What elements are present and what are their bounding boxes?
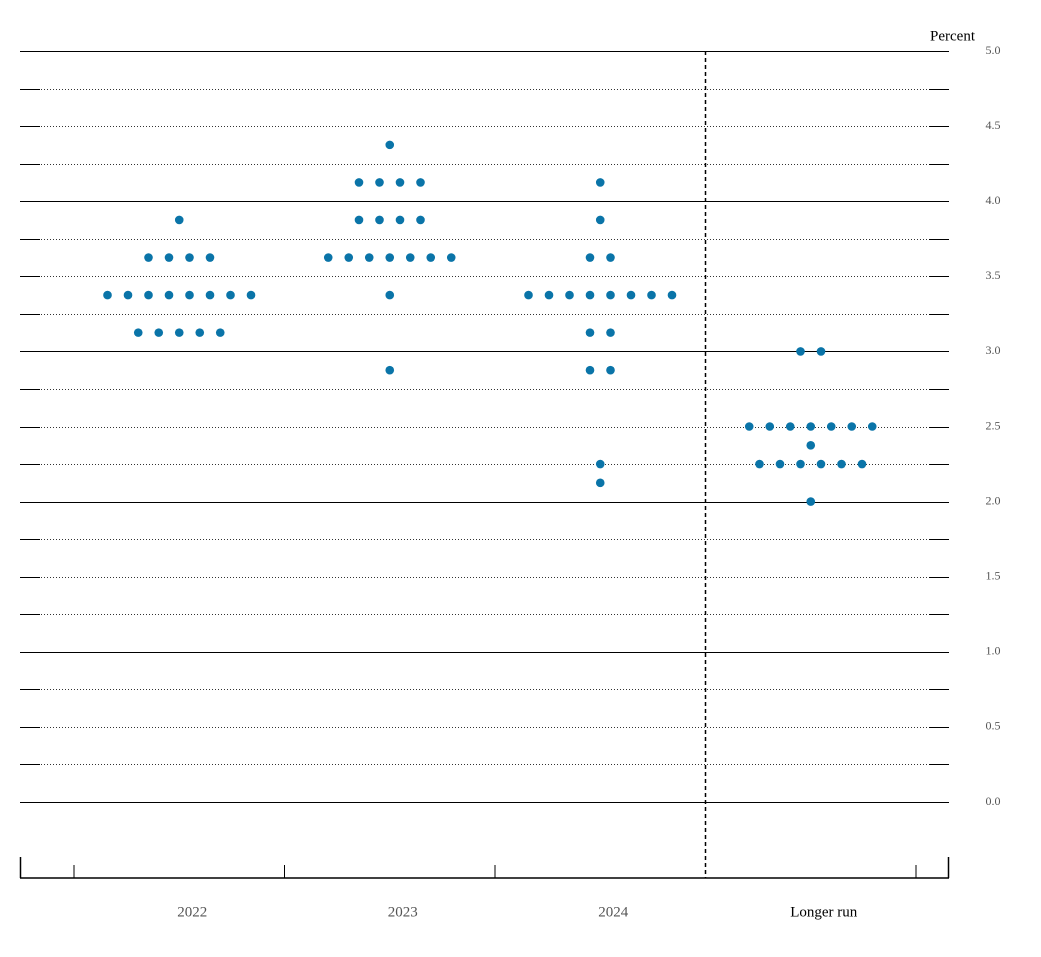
dot [154, 328, 164, 337]
dot [647, 290, 656, 300]
x-tick-label: 2023 [388, 904, 418, 920]
dot [755, 459, 764, 469]
y-tick-label: 4.0 [986, 193, 1001, 207]
y-tick-label: 0.0 [986, 794, 1001, 808]
dot [133, 328, 143, 337]
dot [164, 253, 174, 262]
y-tick-label: 1.5 [986, 568, 1001, 582]
dot [385, 253, 395, 262]
dot [395, 178, 405, 187]
dot [585, 365, 595, 375]
dot [395, 215, 405, 225]
dot [585, 290, 595, 300]
dot [385, 140, 395, 150]
y-tick-label: 3.5 [986, 268, 1001, 282]
dot [195, 328, 205, 337]
dot [385, 365, 395, 375]
x-tick-label: Longer run [790, 904, 858, 920]
dot [744, 422, 754, 431]
dot [765, 422, 775, 431]
dot [667, 290, 677, 300]
dot [595, 459, 605, 469]
dot [205, 290, 215, 300]
dot [416, 178, 425, 187]
dot [385, 290, 395, 300]
dot [565, 290, 574, 300]
dot [837, 459, 846, 469]
dot [103, 290, 112, 300]
dot [595, 215, 605, 225]
y-tick-label: 1.0 [986, 644, 1001, 658]
dot [524, 290, 533, 300]
dot [344, 253, 354, 262]
dot [775, 459, 785, 469]
x-tick-label: 2022 [177, 904, 207, 920]
y-tick-label: 2.5 [986, 418, 1001, 432]
dot [144, 253, 153, 262]
dot [826, 422, 836, 431]
dot [226, 290, 235, 300]
y-tick-label: 0.5 [986, 719, 1001, 733]
x-tick-label: 2024 [598, 904, 629, 920]
dot [185, 290, 194, 300]
dot [164, 290, 174, 300]
dot [626, 290, 636, 300]
dot [785, 422, 795, 431]
dot [144, 290, 153, 300]
dot [375, 178, 384, 187]
dot [806, 497, 816, 506]
y-tick-label: 5.0 [986, 43, 1001, 57]
dot [816, 347, 826, 356]
dot [606, 253, 615, 262]
dot [323, 253, 333, 262]
dot [416, 215, 425, 225]
dot [246, 290, 256, 300]
dot [867, 422, 877, 431]
dot [606, 328, 615, 337]
dot [816, 459, 826, 469]
dot [364, 253, 374, 262]
dot [185, 253, 194, 262]
y-axis-label: Percent [930, 28, 976, 44]
dot [426, 253, 436, 262]
dot [806, 422, 816, 431]
dot [857, 459, 867, 469]
dot [174, 215, 184, 225]
dot [375, 215, 384, 225]
dot [405, 253, 415, 262]
dot [606, 365, 615, 375]
dot [174, 328, 184, 337]
y-tick-label: 4.5 [986, 118, 1001, 132]
dot [796, 459, 805, 469]
dot [595, 178, 605, 187]
dot [606, 290, 615, 300]
dot [446, 253, 456, 262]
dot [585, 328, 595, 337]
dot [544, 290, 554, 300]
dot [215, 328, 225, 337]
dot [585, 253, 595, 262]
dot [354, 215, 364, 225]
dot [354, 178, 364, 187]
dot [796, 347, 805, 356]
dot [123, 290, 133, 300]
dot [205, 253, 215, 262]
y-tick-label: 3.0 [986, 343, 1001, 357]
dot [806, 440, 816, 450]
dot [847, 422, 857, 431]
dot [595, 478, 605, 488]
y-tick-label: 2.0 [986, 493, 1001, 507]
